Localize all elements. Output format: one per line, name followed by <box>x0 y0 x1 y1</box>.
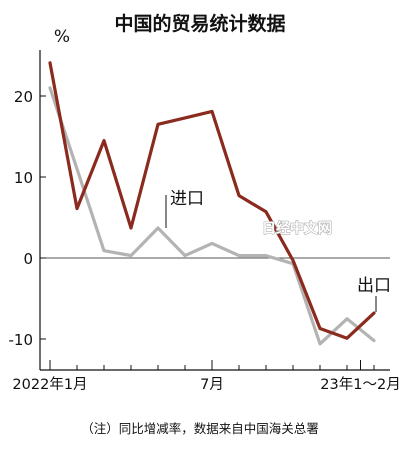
series-label-export: 出口 <box>357 276 391 296</box>
y-tick-label: 10 <box>14 169 33 187</box>
series-line-进口 <box>48 86 376 346</box>
x-tick-label: 7月 <box>200 377 224 393</box>
x-tick-label: 2022年1月 <box>12 376 87 393</box>
x-tick-label: 23年1～2月 <box>320 376 400 393</box>
y-tick-label: 0 <box>23 250 33 268</box>
chart-title: 中国的贸易统计数据 <box>114 12 285 35</box>
watermark: 日经中文网 <box>262 220 333 238</box>
series-label-import: 进口 <box>170 189 204 209</box>
series-line-出口 <box>48 61 376 340</box>
watermark-text: 日经中文网 <box>262 220 332 237</box>
y-unit-label: % <box>54 27 70 47</box>
series-lines <box>48 61 376 346</box>
axes: -10 0 10 20 2022年1月 7月 23年1～2月 <box>9 50 400 393</box>
y-tick-label: 20 <box>14 88 33 106</box>
y-tick-label: -10 <box>9 331 34 349</box>
chart-footnote: （注）同比增减率，数据来自中国海关总署 <box>81 421 319 436</box>
